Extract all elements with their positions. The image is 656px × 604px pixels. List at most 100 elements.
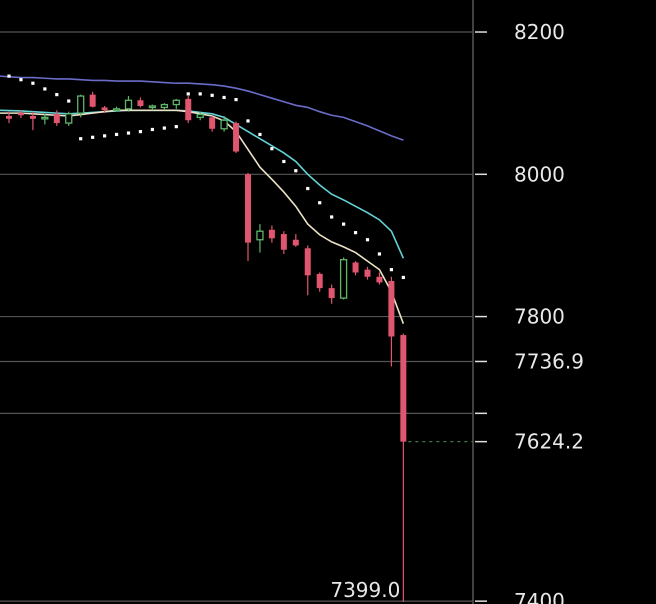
ma-fast-line xyxy=(0,109,405,324)
candle-14 xyxy=(172,98,180,109)
sar-dot-5 xyxy=(67,99,71,103)
candle-body-32 xyxy=(388,281,395,337)
tick-label-1: 8000 xyxy=(514,162,565,186)
candle-body-18 xyxy=(220,119,228,130)
sar-dot-29 xyxy=(353,231,358,235)
sar-dot-6 xyxy=(79,137,83,141)
candle-2 xyxy=(29,111,36,131)
candle-1 xyxy=(17,110,24,119)
candle-body-12 xyxy=(148,105,157,109)
tick-label-3: 7736.9 xyxy=(514,349,584,373)
candle-body-33 xyxy=(400,335,407,442)
sar-dot-23 xyxy=(282,159,286,164)
candle-body-9 xyxy=(112,108,121,111)
candle-body-26 xyxy=(316,273,323,289)
tick-label-5: 7400 xyxy=(514,589,565,604)
candle-31 xyxy=(376,272,383,285)
sar-dot-4 xyxy=(55,93,59,97)
candle-body-11 xyxy=(137,100,144,107)
sar-dot-20 xyxy=(246,119,250,123)
candle-body-15 xyxy=(185,98,192,121)
candle-27 xyxy=(328,284,335,304)
sar-dot-13 xyxy=(162,126,166,130)
candle-13 xyxy=(160,103,169,111)
candle-body-0 xyxy=(6,115,12,119)
sar-dot-11 xyxy=(138,130,143,134)
sar-dot-31 xyxy=(377,252,382,256)
candle-18 xyxy=(220,115,228,132)
candle-30 xyxy=(364,266,371,280)
candle-body-31 xyxy=(376,276,383,283)
candle-6 xyxy=(77,94,85,118)
candle-body-30 xyxy=(364,269,371,277)
candle-body-13 xyxy=(160,103,169,109)
candle-body-8 xyxy=(101,107,108,111)
sar-dot-30 xyxy=(365,238,370,242)
candle-body-29 xyxy=(352,262,359,273)
candle-33 xyxy=(400,333,407,602)
candle-body-14 xyxy=(172,99,180,106)
candle-body-22 xyxy=(268,229,275,239)
sar-dot-27 xyxy=(330,215,334,219)
sar-dot-21 xyxy=(258,132,262,137)
candle-body-23 xyxy=(280,234,287,250)
sar-dot-28 xyxy=(342,222,346,226)
sar-dot-0 xyxy=(7,74,11,78)
sar-dot-18 xyxy=(222,95,226,100)
candle-26 xyxy=(316,272,323,292)
sar-dot-15 xyxy=(186,92,190,96)
candle-11 xyxy=(137,97,144,108)
sar-dot-14 xyxy=(174,125,178,129)
candle-body-5 xyxy=(65,113,73,124)
candle-body-3 xyxy=(41,116,49,120)
candles xyxy=(6,91,407,602)
low-price-label: 7399.0 xyxy=(330,578,400,602)
candle-body-1 xyxy=(17,113,24,116)
candle-5 xyxy=(65,111,73,126)
sar-dot-17 xyxy=(210,93,214,97)
sar-dot-10 xyxy=(126,131,131,135)
candle-3 xyxy=(41,113,49,125)
candle-12 xyxy=(148,104,157,111)
tick-label-4: 7624.2 xyxy=(514,430,584,454)
candle-body-24 xyxy=(292,239,299,246)
candle-25 xyxy=(304,245,311,296)
parabolic-sar xyxy=(7,74,405,280)
candle-body-21 xyxy=(256,230,264,241)
candle-body-16 xyxy=(196,113,204,119)
candle-body-4 xyxy=(53,113,60,124)
candle-15 xyxy=(185,96,192,124)
candle-16 xyxy=(196,111,204,121)
candle-29 xyxy=(352,261,359,276)
candle-19 xyxy=(233,121,240,153)
candle-7 xyxy=(89,91,96,108)
candle-body-25 xyxy=(304,248,311,276)
candle-4 xyxy=(53,110,60,126)
sar-dot-22 xyxy=(270,147,274,151)
candle-body-27 xyxy=(328,288,335,299)
sar-dot-25 xyxy=(306,186,310,191)
sar-dot-8 xyxy=(103,134,107,138)
candle-20 xyxy=(245,172,251,262)
candle-28 xyxy=(339,257,348,300)
candle-32 xyxy=(388,276,395,367)
sar-dot-24 xyxy=(294,169,298,173)
ma-mid-line xyxy=(0,109,405,259)
candle-21 xyxy=(256,224,264,253)
candle-body-6 xyxy=(77,95,85,114)
candle-8 xyxy=(101,106,108,114)
candle-22 xyxy=(268,225,275,243)
tick-label-0: 8200 xyxy=(514,20,565,44)
candle-body-10 xyxy=(124,99,133,110)
candle-body-2 xyxy=(29,115,36,119)
sar-dot-1 xyxy=(19,78,23,82)
sar-dot-9 xyxy=(114,132,119,137)
sar-dot-7 xyxy=(91,135,95,139)
candle-body-28 xyxy=(339,259,348,299)
candle-24 xyxy=(292,234,299,247)
candle-body-7 xyxy=(89,94,96,107)
sar-dot-2 xyxy=(31,81,35,85)
sar-dot-19 xyxy=(234,97,238,102)
candle-10 xyxy=(124,96,133,112)
